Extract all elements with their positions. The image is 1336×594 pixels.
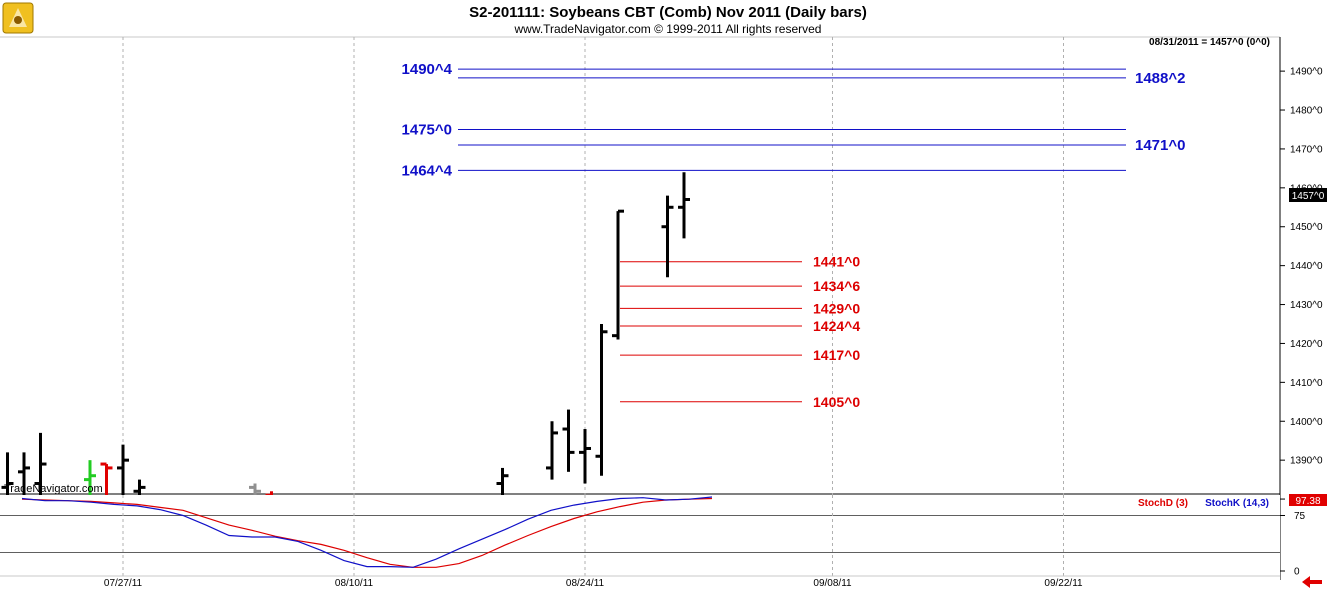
trade-navigator-logo-icon[interactable]	[2, 2, 34, 34]
level-label: 1488^2	[1135, 70, 1185, 87]
level-label: 1424^4	[813, 318, 860, 334]
date-tick-label: 09/22/11	[1044, 578, 1083, 589]
level-label: 1434^6	[813, 278, 860, 294]
stochd-legend: StochD (3)	[1138, 498, 1188, 509]
price-tick-label: 1400^0	[1290, 417, 1323, 428]
level-label: 1429^0	[813, 300, 860, 316]
stochastic-panel: 75 0	[0, 495, 1306, 580]
stoch-series-line	[21, 496, 713, 568]
ohlc-bar	[546, 421, 558, 480]
level-layer: 1490^4 1488^2 1475^0 1471^0 1464^4 1441^0 1434…	[402, 61, 1186, 410]
stoch-tick-label: 75	[1294, 511, 1306, 522]
price-tick-label: 1480^0	[1290, 106, 1323, 117]
date-tick-label: 08/10/11	[335, 578, 374, 589]
price-tick-label: 1420^0	[1290, 339, 1323, 350]
level-label: 1417^0	[813, 347, 860, 363]
chart-title: S2-201111: Soybeans CBT (Comb) Nov 2011 …	[469, 4, 867, 21]
ohlc-bar	[678, 172, 690, 239]
ohlc-bar	[579, 429, 591, 484]
scroll-left-arrow-icon[interactable]	[1302, 576, 1322, 588]
ohlc-bar	[612, 209, 624, 340]
price-tick-label: 1470^0	[1290, 144, 1323, 155]
price-tick-label: 1440^0	[1290, 261, 1323, 272]
date-tick-label: 08/24/11	[566, 578, 605, 589]
price-tick-label: 1450^0	[1290, 222, 1323, 233]
last-price-info: 08/31/2011 = 1457^0 (0^0)	[1149, 37, 1270, 48]
level-label: 1475^0	[402, 121, 452, 138]
stochk-legend: StochK (14,3)	[1205, 498, 1269, 509]
copyright-subtitle: www.TradeNavigator.com © 1999-2011 All r…	[514, 22, 822, 36]
price-tick-label: 1390^0	[1290, 456, 1323, 467]
level-label: 1471^0	[1135, 137, 1185, 154]
last-price-badge-text: 1457^0	[1292, 191, 1325, 202]
stoch-last-badge-text: 97.38	[1295, 496, 1320, 507]
date-axis: 07/27/11 08/10/11 08/24/11 09/08/11 09/22/11	[104, 578, 1083, 589]
stoch-panel-background	[0, 495, 1280, 580]
level-label: 1405^0	[813, 394, 860, 410]
level-label: 1441^0	[813, 254, 860, 270]
ohlc-bar	[595, 323, 608, 476]
date-tick-label: 07/27/11	[104, 578, 143, 589]
price-tick-label: 1430^0	[1290, 300, 1323, 311]
price-tick-label: 1410^0	[1290, 378, 1323, 389]
level-label: 1464^4	[402, 162, 453, 179]
level-label: 1490^4	[402, 61, 453, 78]
date-tick-label: 09/08/11	[813, 578, 852, 589]
stoch-tick-label: 0	[1294, 567, 1300, 578]
stoch-series-line	[21, 497, 713, 568]
watermark-text: TradeNavigator.com	[4, 483, 103, 495]
price-tick-label: 1490^0	[1290, 67, 1323, 78]
last-price-badge	[1289, 188, 1327, 202]
ohlc-bar	[661, 195, 674, 278]
ohlc-bar	[562, 409, 575, 472]
stoch-last-badge	[1289, 494, 1327, 506]
